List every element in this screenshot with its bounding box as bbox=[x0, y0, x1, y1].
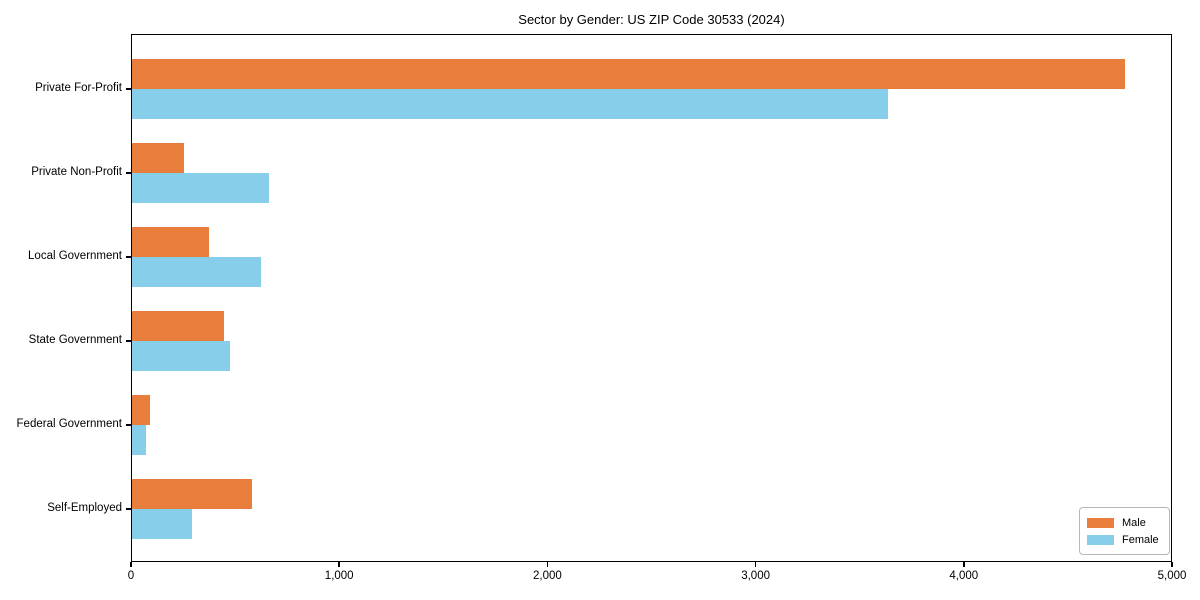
legend-swatch-male bbox=[1087, 517, 1114, 528]
x-tick-mark bbox=[338, 562, 340, 567]
x-tick-label: 0 bbox=[127, 570, 135, 582]
plot-area bbox=[131, 34, 1172, 562]
y-tick-mark bbox=[126, 508, 131, 510]
x-tick-label: 5,000 bbox=[1157, 570, 1187, 582]
bar-male-2 bbox=[132, 142, 185, 173]
bar-female-6 bbox=[132, 508, 193, 539]
x-tick-label: 1,000 bbox=[324, 570, 354, 582]
bar-female-3 bbox=[132, 256, 262, 287]
y-tick-label: Self-Employed bbox=[47, 502, 122, 514]
bar-male-5 bbox=[132, 394, 150, 425]
y-tick-label: Federal Government bbox=[16, 418, 122, 430]
bar-male-6 bbox=[132, 478, 252, 509]
bar-female-2 bbox=[132, 172, 270, 203]
y-tick-mark bbox=[126, 424, 131, 426]
bar-male-1 bbox=[132, 58, 1126, 89]
bar-male-4 bbox=[132, 310, 224, 341]
y-tick-label: Private For-Profit bbox=[35, 82, 122, 94]
x-tick-label: 2,000 bbox=[533, 570, 562, 582]
bar-female-4 bbox=[132, 340, 230, 371]
y-tick-mark bbox=[126, 88, 131, 90]
y-tick-label: Private Non-Profit bbox=[31, 166, 122, 178]
x-tick-mark bbox=[963, 562, 965, 567]
bar-male-3 bbox=[132, 226, 210, 257]
y-tick-mark bbox=[126, 256, 131, 258]
x-tick-label: 3,000 bbox=[741, 570, 770, 582]
legend: Male Female bbox=[1079, 507, 1170, 555]
bar-female-1 bbox=[132, 88, 888, 119]
x-tick-mark bbox=[130, 562, 132, 567]
chart-title: Sector by Gender: US ZIP Code 30533 (202… bbox=[518, 12, 785, 27]
y-tick-label: Local Government bbox=[28, 250, 122, 262]
y-tick-mark bbox=[126, 340, 131, 342]
legend-label: Male bbox=[1122, 516, 1146, 529]
legend-swatch-female bbox=[1087, 534, 1114, 545]
legend-item-female: Female bbox=[1087, 531, 1161, 548]
x-tick-label: 4,000 bbox=[949, 570, 979, 582]
x-tick-mark bbox=[1171, 562, 1173, 567]
x-tick-mark bbox=[546, 562, 549, 567]
x-tick-mark bbox=[754, 562, 757, 567]
y-tick-mark bbox=[126, 172, 131, 174]
y-tick-label: State Government bbox=[28, 334, 122, 346]
legend-label: Female bbox=[1122, 533, 1159, 546]
bar-female-5 bbox=[132, 424, 146, 455]
legend-item-male: Male bbox=[1087, 514, 1161, 531]
